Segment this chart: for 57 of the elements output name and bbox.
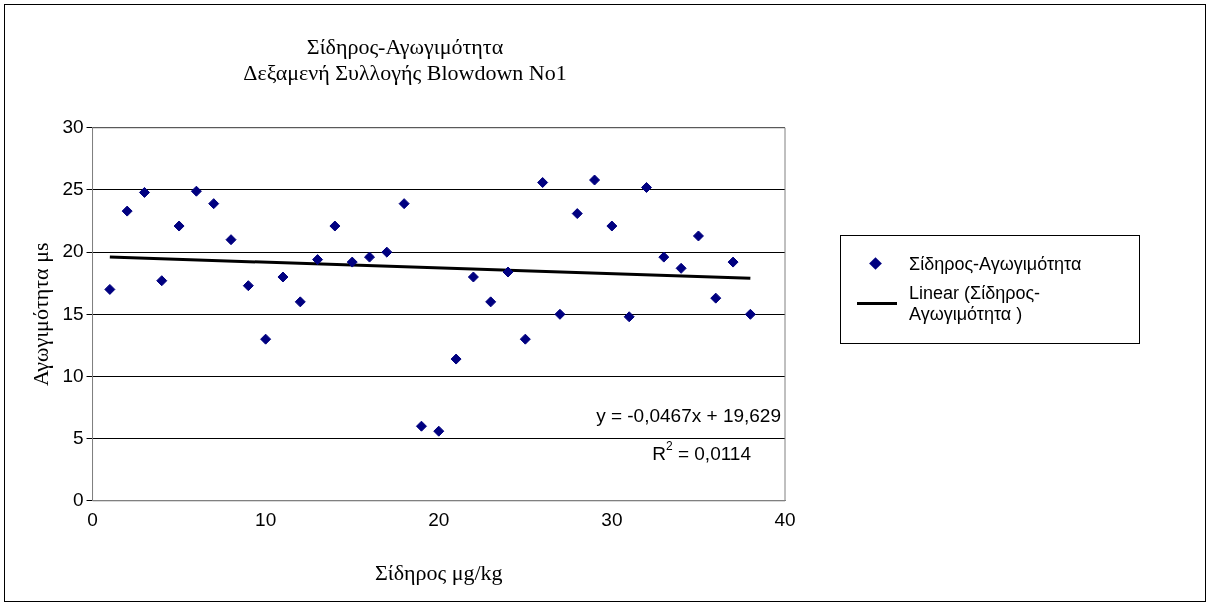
point xyxy=(260,333,272,345)
point xyxy=(329,220,341,232)
point xyxy=(606,220,618,232)
point xyxy=(537,177,549,189)
point xyxy=(242,280,254,292)
y-tick-label: 5 xyxy=(72,426,84,448)
point xyxy=(502,266,514,278)
point xyxy=(190,185,202,197)
point xyxy=(294,296,306,308)
point xyxy=(485,296,497,308)
x-tick-label: 30 xyxy=(601,509,623,531)
point xyxy=(104,283,116,295)
x-tick-label: 40 xyxy=(774,509,796,531)
point xyxy=(381,246,393,258)
point xyxy=(727,256,739,268)
point xyxy=(589,174,601,186)
point xyxy=(450,353,462,365)
point xyxy=(121,205,133,217)
point xyxy=(641,181,653,193)
point xyxy=(623,311,635,323)
point xyxy=(692,230,704,242)
annotation: y = -0,0467x + 19,629 xyxy=(596,405,782,427)
y-tick-label: 30 xyxy=(62,116,84,138)
point xyxy=(312,254,324,266)
text: Σίδηρος-Αγωγιμότητα xyxy=(306,33,504,59)
x-tick-label: 0 xyxy=(87,509,98,531)
legend-label: Σίδηρος-Αγωγιμότητα xyxy=(909,254,1082,275)
point xyxy=(225,234,237,246)
point xyxy=(346,256,358,268)
point xyxy=(364,251,376,263)
point xyxy=(433,425,445,437)
point xyxy=(658,251,670,263)
point xyxy=(173,220,185,232)
y-tick-label: 20 xyxy=(62,240,84,262)
y-tick-label: 0 xyxy=(72,489,84,511)
point xyxy=(675,262,687,274)
point xyxy=(277,271,289,283)
point xyxy=(156,275,168,287)
y-tick-label: 10 xyxy=(62,364,84,386)
point xyxy=(519,333,531,345)
point xyxy=(138,186,150,198)
y-axis-title: Αγωγιμότητα μs xyxy=(27,242,53,387)
text: Δεξαμενή Συλλογής Blowdown No1 xyxy=(243,60,567,86)
point xyxy=(710,292,722,304)
y-tick-label: 15 xyxy=(62,302,84,324)
point xyxy=(571,208,583,220)
point xyxy=(744,308,756,320)
x-axis-title: Σίδηρος μg/kg xyxy=(374,559,503,585)
point xyxy=(554,308,566,320)
y-tick-label: 25 xyxy=(62,178,84,200)
point xyxy=(398,198,410,210)
legend-label: Linear (Σίδηρος-Αγωγιμότητα ) xyxy=(909,283,1042,325)
point xyxy=(467,271,479,283)
x-tick-label: 20 xyxy=(428,509,450,531)
point xyxy=(415,420,427,432)
point xyxy=(208,198,220,210)
x-tick-label: 10 xyxy=(255,509,277,531)
